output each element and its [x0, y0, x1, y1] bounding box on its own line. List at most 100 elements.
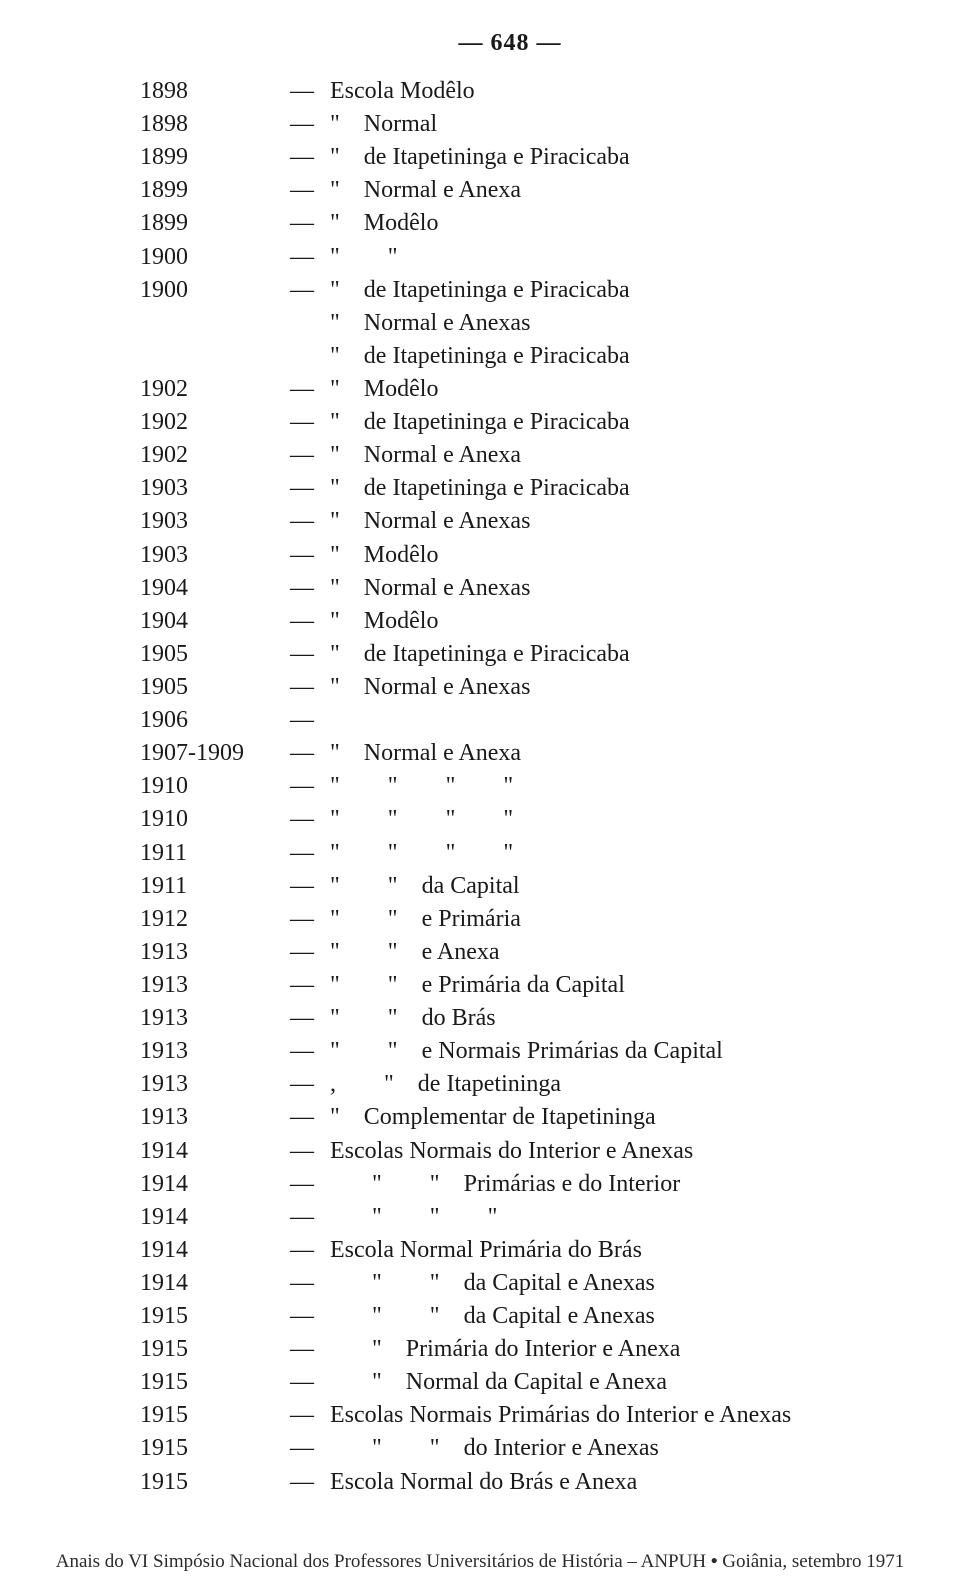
entry-dash: —: [290, 274, 330, 307]
entry-description: " " e Primária da Capital: [330, 972, 625, 998]
entry-description: " " da Capital e Anexas: [330, 1303, 655, 1329]
entry-dash: —: [290, 837, 330, 870]
entry-year: 1900: [140, 241, 290, 274]
entry-dash: —: [290, 1432, 330, 1465]
entry-dash: —: [290, 605, 330, 638]
entry-row: 1915—Escola Normal do Brás e Anexa: [140, 1466, 880, 1499]
entry-row: 1913—" " e Anexa: [140, 936, 880, 969]
entry-row: 1915— " Primária do Interior e Anexa: [140, 1333, 880, 1366]
entry-description: " Normal da Capital e Anexa: [330, 1369, 667, 1395]
entry-year: 1915: [140, 1432, 290, 1465]
entry-dash: —: [290, 1168, 330, 1201]
entry-description: " " " ": [330, 840, 513, 866]
entry-description: " Normal e Anexas: [330, 575, 530, 601]
entry-description: " Normal: [330, 111, 437, 137]
entry-dash: —: [290, 638, 330, 671]
entry-dash: —: [290, 75, 330, 108]
entry-year: 1899: [140, 207, 290, 240]
entry-description: " " do Brás: [330, 1005, 496, 1031]
entry-dash: —: [290, 406, 330, 439]
entry-dash: —: [290, 704, 330, 737]
entry-year: 1904: [140, 572, 290, 605]
entry-year: 1914: [140, 1168, 290, 1201]
entry-row: " de Itapetininga e Piracicaba: [140, 340, 880, 373]
entry-year: 1915: [140, 1333, 290, 1366]
entry-description: Escola Normal Primária do Brás: [330, 1237, 642, 1263]
entry-row: 1899—" de Itapetininga e Piracicaba: [140, 141, 880, 174]
entry-year: 1898: [140, 108, 290, 141]
entry-description: Escola Normal do Brás e Anexa: [330, 1469, 637, 1495]
entry-year: 1915: [140, 1466, 290, 1499]
entry-dash: —: [290, 174, 330, 207]
entry-dash: —: [290, 241, 330, 274]
entry-row: 1915— " " da Capital e Anexas: [140, 1300, 880, 1333]
entry-row: 1900—" ": [140, 241, 880, 274]
entry-year: 1905: [140, 638, 290, 671]
entry-year: 1911: [140, 870, 290, 903]
entry-row: 1903—" Normal e Anexas: [140, 505, 880, 538]
entry-row: 1915— " " do Interior e Anexas: [140, 1432, 880, 1465]
entry-row: 1898—" Normal: [140, 108, 880, 141]
entry-description: " " e Normais Primárias da Capital: [330, 1038, 723, 1064]
entry-dash: —: [290, 969, 330, 1002]
entry-row: 1915— " Normal da Capital e Anexa: [140, 1366, 880, 1399]
entry-description: " ": [330, 244, 398, 270]
entry-description: " Normal e Anexa: [330, 740, 521, 766]
entry-year: 1903: [140, 505, 290, 538]
entry-dash: —: [290, 1002, 330, 1035]
entry-row: 1898—Escola Modêlo: [140, 75, 880, 108]
entry-row: 1903—" de Itapetininga e Piracicaba: [140, 472, 880, 505]
entry-year: 1913: [140, 1101, 290, 1134]
entry-row: 1911—" " " ": [140, 837, 880, 870]
entry-year: 1914: [140, 1135, 290, 1168]
entry-year: 1910: [140, 770, 290, 803]
entry-row: 1902—" Normal e Anexa: [140, 439, 880, 472]
entry-dash: —: [290, 505, 330, 538]
entry-row: 1914—Escolas Normais do Interior e Anexa…: [140, 1135, 880, 1168]
entry-dash: —: [290, 1201, 330, 1234]
entry-row: 1913—" " do Brás: [140, 1002, 880, 1035]
entry-dash: —: [290, 1333, 330, 1366]
entry-row: 1905—" Normal e Anexas: [140, 671, 880, 704]
entry-row: 1899—" Normal e Anexa: [140, 174, 880, 207]
entry-row: 1915—Escolas Normais Primárias do Interi…: [140, 1399, 880, 1432]
entry-dash: —: [290, 903, 330, 936]
entry-description: " de Itapetininga e Piracicaba: [330, 475, 630, 501]
entry-year: 1902: [140, 406, 290, 439]
entry-year: 1913: [140, 1035, 290, 1068]
entry-row: 1914— " " ": [140, 1201, 880, 1234]
entry-dash: —: [290, 108, 330, 141]
entry-row: 1903—" Modêlo: [140, 539, 880, 572]
entry-dash: —: [290, 671, 330, 704]
entry-description: " de Itapetininga e Piracicaba: [330, 641, 630, 667]
entry-row: 1907-1909—" Normal e Anexa: [140, 737, 880, 770]
entry-row: 1912—" " e Primária: [140, 903, 880, 936]
entry-description: " de Itapetininga e Piracicaba: [330, 277, 630, 303]
page-number: — 648 —: [140, 30, 880, 57]
entry-year: 1900: [140, 274, 290, 307]
entry-year: 1903: [140, 539, 290, 572]
entry-row: 1914—Escola Normal Primária do Brás: [140, 1234, 880, 1267]
entry-year: 1913: [140, 936, 290, 969]
entry-description: " Modêlo: [330, 608, 438, 634]
entry-row: 1904—" Modêlo: [140, 605, 880, 638]
entry-row: 1902—" de Itapetininga e Piracicaba: [140, 406, 880, 439]
entry-dash: —: [290, 207, 330, 240]
entry-row: 1910—" " " ": [140, 770, 880, 803]
entry-row: 1913—" " e Primária da Capital: [140, 969, 880, 1002]
entry-description: " Normal e Anexas: [330, 310, 530, 336]
entry-year: 1911: [140, 837, 290, 870]
entry-year: 1904: [140, 605, 290, 638]
entry-description: Escolas Normais Primárias do Interior e …: [330, 1402, 791, 1428]
entry-year: 1899: [140, 141, 290, 174]
entry-row: 1902—" Modêlo: [140, 373, 880, 406]
footer: Anais do VI Simpósio Nacional dos Profes…: [0, 1551, 960, 1573]
entry-row: 1913—" Complementar de Itapetininga: [140, 1101, 880, 1134]
entry-year: 1912: [140, 903, 290, 936]
entry-description: Escolas Normais do Interior e Anexas: [330, 1138, 693, 1164]
entry-dash: —: [290, 141, 330, 174]
entry-row: " Normal e Anexas: [140, 307, 880, 340]
entry-dash: —: [290, 572, 330, 605]
entry-row: 1913—, " de Itapetininga: [140, 1068, 880, 1101]
entry-year: 1903: [140, 472, 290, 505]
